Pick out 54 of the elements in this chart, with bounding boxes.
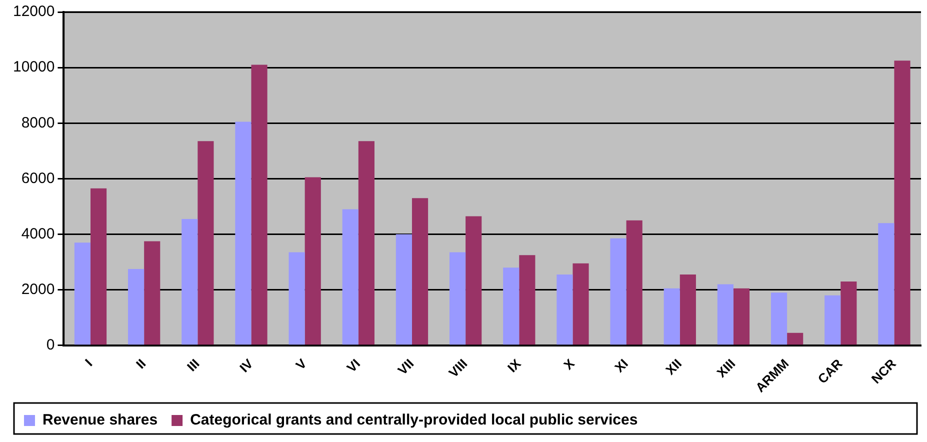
bar (412, 198, 428, 345)
bar (144, 241, 160, 345)
y-tick-label: 4000 (21, 225, 55, 242)
bar (358, 141, 374, 345)
bar (396, 234, 412, 345)
bar (235, 122, 252, 345)
x-tick-label: XII (662, 356, 685, 378)
bar (342, 209, 358, 345)
bar (770, 292, 788, 345)
x-tick-label: IV (236, 356, 256, 376)
y-tick-label: 2000 (21, 280, 55, 298)
bar (824, 295, 841, 345)
x-tick-label: XI (612, 356, 631, 376)
y-tick-label: 0 (46, 336, 55, 354)
bar (90, 188, 107, 345)
bar (733, 288, 750, 345)
bar (182, 218, 198, 345)
y-tick-label: 10000 (12, 58, 55, 76)
x-tick-label: IX (504, 356, 524, 376)
bar (556, 274, 573, 345)
x-tick-label: V (292, 356, 310, 373)
bar (878, 223, 894, 345)
bar (128, 268, 144, 345)
x-tick-label: VIII (446, 356, 470, 380)
bar (680, 274, 696, 345)
y-tick-label: 6000 (21, 170, 55, 187)
bar (503, 268, 520, 345)
bar (251, 64, 268, 345)
x-tick-label: III (184, 356, 202, 374)
x-tick-label: VII (394, 356, 417, 378)
bar (288, 252, 305, 345)
bar (787, 332, 804, 345)
x-tick-label: I (82, 356, 96, 370)
bar (198, 141, 214, 345)
bar (519, 255, 536, 345)
bar (610, 238, 626, 345)
bar (572, 263, 589, 345)
legend-label: Revenue shares (42, 412, 158, 429)
bar (717, 284, 734, 345)
bar (449, 252, 466, 345)
x-tick-label: VI (344, 356, 364, 376)
y-tick-label: 12000 (12, 3, 55, 20)
bar (466, 216, 482, 345)
x-tick-label: X (560, 356, 578, 373)
x-tick-label: II (133, 356, 149, 372)
bar (626, 220, 642, 345)
bar (304, 177, 321, 345)
x-tick-label: XIII (714, 356, 738, 380)
y-tick-label: 8000 (21, 114, 55, 132)
bar (74, 242, 90, 345)
bar (894, 60, 910, 345)
legend-label: Categorical grants and centrally-provided local public services (190, 412, 638, 429)
bar (664, 288, 680, 345)
bar (840, 281, 857, 345)
